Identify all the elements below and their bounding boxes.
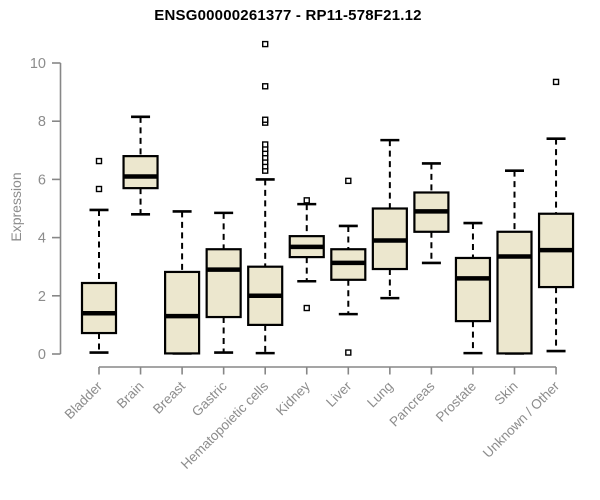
x-tick-label-breast: Breast	[150, 378, 188, 416]
x-tick-label-pancreas: Pancreas	[387, 378, 438, 429]
outlier-bladder	[95, 157, 103, 165]
outlier-hematopoietic-cells	[262, 40, 269, 48]
outlier-liver	[345, 349, 352, 356]
y-tick-label: 0	[38, 347, 46, 363]
outlier-hematopoietic-cells	[262, 83, 269, 90]
x-tick-label-unknown-other: Unknown / Other	[480, 378, 563, 461]
outlier-kidney	[303, 304, 310, 312]
outlier-hematopoietic-cells	[262, 141, 269, 148]
x-tick-label-liver: Liver	[323, 378, 355, 410]
x-tick-label-kidney: Kidney	[273, 378, 313, 418]
outlier-unknown-other	[552, 78, 560, 86]
outlier-hematopoietic-cells	[262, 116, 269, 123]
outlier-bladder	[95, 185, 103, 193]
box-breast	[164, 270, 201, 355]
y-tick-label: 8	[38, 114, 46, 130]
y-tick-label: 10	[30, 56, 46, 72]
box-gastric	[205, 248, 242, 319]
x-tick-label-prostate: Prostate	[433, 379, 479, 425]
y-tick-label: 2	[38, 289, 46, 305]
box-skin	[496, 230, 533, 355]
chart-title: ENSG00000261377 - RP11-578F21.12	[154, 7, 422, 24]
x-tick-label-brain: Brain	[114, 379, 147, 412]
box-brain	[122, 155, 159, 190]
y-tick-label: 6	[38, 172, 46, 188]
box-prostate	[454, 256, 492, 323]
x-tick-label-bladder: Bladder	[62, 378, 106, 422]
outlier-kidney	[303, 197, 310, 204]
outlier-liver	[345, 177, 352, 185]
x-tick-label-gastric: Gastric	[189, 378, 230, 419]
x-tick-label-skin: Skin	[491, 379, 520, 408]
y-tick-label: 4	[38, 231, 46, 247]
x-tick-label-lung: Lung	[364, 379, 396, 411]
box-bladder	[80, 281, 118, 335]
